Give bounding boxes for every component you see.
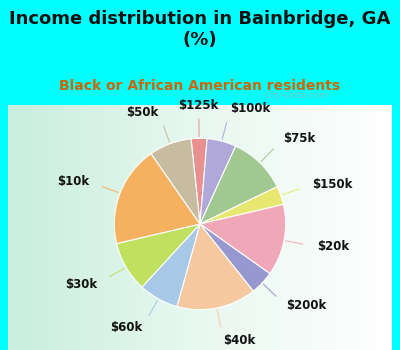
Text: City-Data.com: City-Data.com <box>264 91 328 100</box>
Text: $10k: $10k <box>57 175 89 188</box>
Text: $30k: $30k <box>65 278 97 290</box>
Wedge shape <box>114 154 200 244</box>
Text: $40k: $40k <box>224 334 256 347</box>
Text: $75k: $75k <box>283 133 316 146</box>
Text: Black or African American residents: Black or African American residents <box>60 79 340 93</box>
Wedge shape <box>200 204 286 274</box>
Wedge shape <box>200 139 236 224</box>
Text: Income distribution in Bainbridge, GA
(%): Income distribution in Bainbridge, GA (%… <box>9 10 391 49</box>
Wedge shape <box>151 139 200 224</box>
Text: $50k: $50k <box>126 106 158 119</box>
Wedge shape <box>200 224 270 291</box>
Text: $200k: $200k <box>286 299 326 313</box>
Wedge shape <box>191 138 207 224</box>
Text: $125k: $125k <box>178 98 219 112</box>
Text: $20k: $20k <box>317 240 349 253</box>
Wedge shape <box>116 224 200 287</box>
Wedge shape <box>200 187 284 224</box>
Wedge shape <box>177 224 253 310</box>
Text: $100k: $100k <box>230 103 270 116</box>
Text: $60k: $60k <box>110 322 142 335</box>
Wedge shape <box>142 224 200 307</box>
Text: $150k: $150k <box>312 178 352 191</box>
Wedge shape <box>200 146 277 224</box>
